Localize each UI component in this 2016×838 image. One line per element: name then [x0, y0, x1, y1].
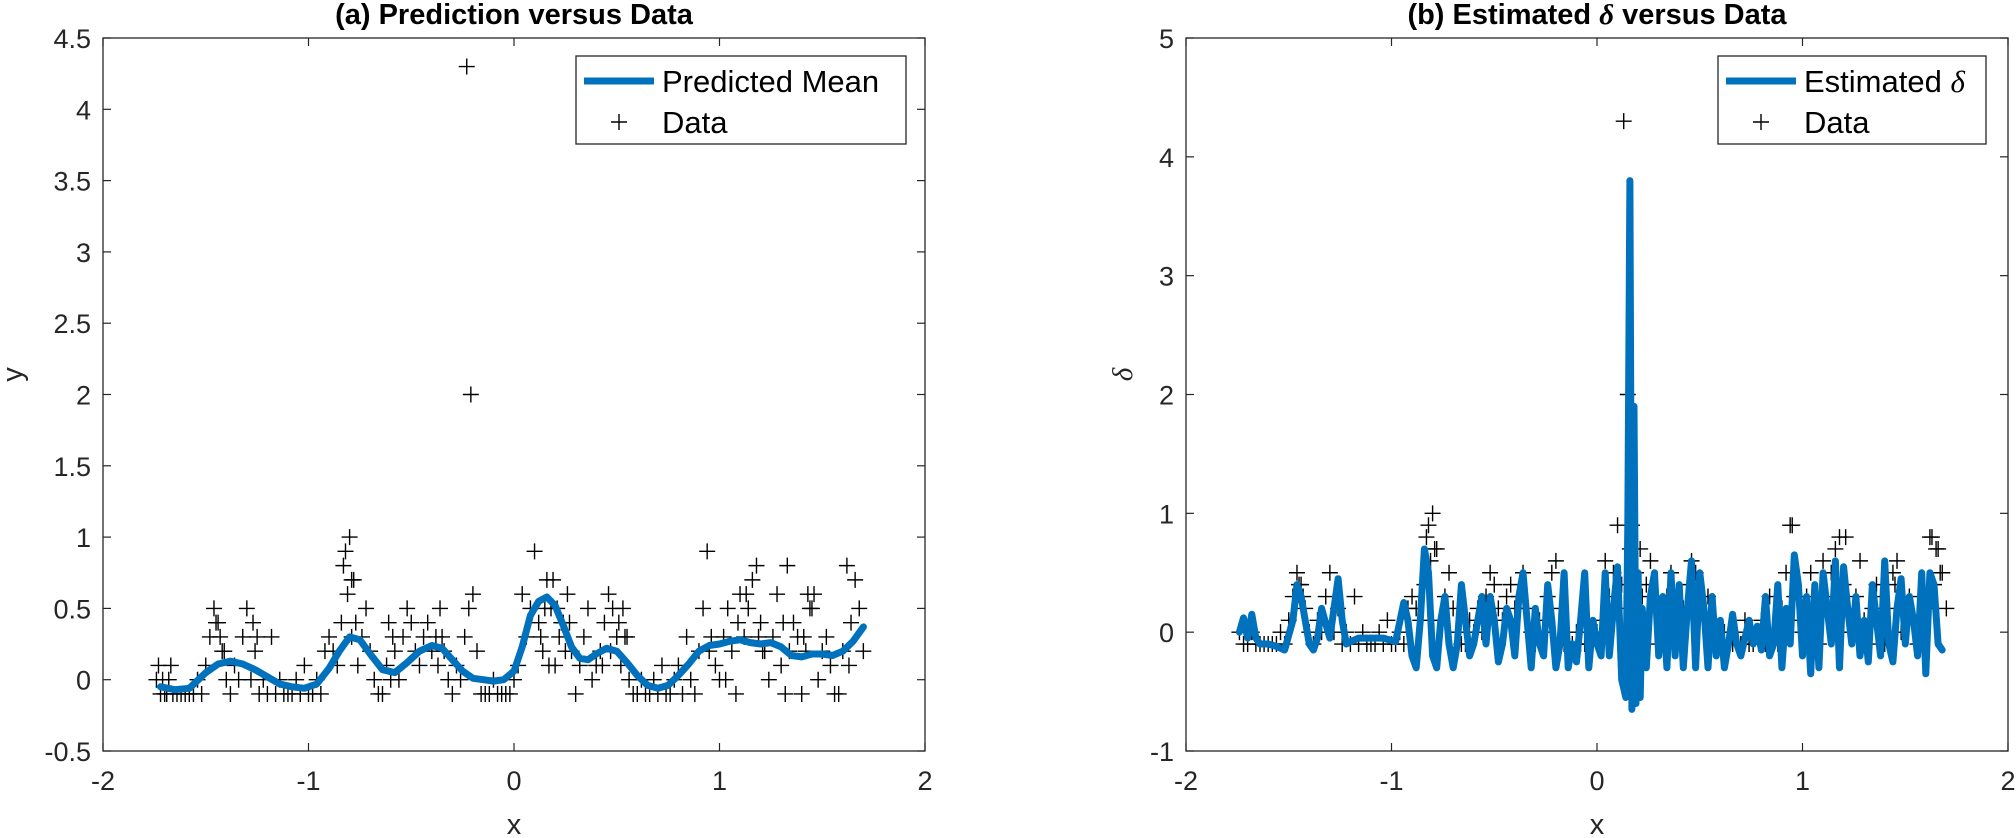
y-tick-label: -1	[1150, 737, 1174, 767]
y-tick-label: 0.5	[53, 594, 91, 624]
x-tick-label: 1	[712, 766, 727, 796]
legend: Estimated δ Data	[1718, 56, 1986, 144]
y-tick-label: 1	[1159, 499, 1174, 529]
y-tick-label: 2	[76, 381, 91, 411]
chart-title: (b) Estimated δ versus Data	[1407, 0, 1787, 31]
y-tick-label: 2.5	[53, 309, 91, 339]
y-tick-label: -0.5	[44, 737, 91, 767]
y-axis-label: δ	[1107, 367, 1139, 381]
y-tick-label: 3	[76, 238, 91, 268]
x-tick-label: 0	[506, 766, 521, 796]
y-tick-label: 5	[1159, 24, 1174, 54]
x-tick-label: 2	[917, 766, 932, 796]
x-axis-label: x	[1590, 809, 1605, 838]
y-tick-label: 4	[76, 95, 91, 125]
chart-b: -2 -1 0 1 2-1012345(b) Estimated δ versus Da…	[1107, 0, 2016, 838]
y-tick-label: 4	[1159, 143, 1174, 173]
legend: Predicted Mean Data	[576, 56, 906, 144]
legend-label-data: Data	[662, 105, 728, 140]
chart-a: -2 -1 0 1 2 -0.5 0 0.5 1 1.5 2 2.5 3 3.5 4 4.5 (a) Predi…	[0, 0, 933, 838]
chart-title: (a) Prediction versus Data	[335, 0, 694, 31]
plot-area	[103, 38, 925, 751]
x-tick-label: 0	[1589, 766, 1604, 796]
y-tick-label: 1.5	[53, 452, 91, 482]
legend-label-data: Data	[1804, 105, 1870, 140]
y-tick-label: 2	[1159, 381, 1174, 411]
y-tick-label: 0	[76, 666, 91, 696]
x-tick-label: -1	[296, 766, 320, 796]
x-tick-label: 1	[1795, 766, 1810, 796]
x-tick-label: -1	[1379, 766, 1403, 796]
y-tick-label: 4.5	[53, 24, 91, 54]
x-tick-label: 2	[2000, 766, 2015, 796]
y-tick-label: 3	[1159, 262, 1174, 292]
legend-label-line: Predicted Mean	[662, 64, 879, 99]
y-tick-label: 1	[76, 523, 91, 553]
x-axis-label: x	[507, 809, 522, 838]
y-axis-label: y	[0, 367, 29, 382]
x-tick-label: -2	[91, 766, 115, 796]
y-tick-label: 0	[1159, 618, 1174, 648]
x-tick-label: -2	[1174, 766, 1198, 796]
y-tick-label: 3.5	[53, 167, 91, 197]
legend-label-line: Estimated δ	[1804, 64, 1965, 99]
